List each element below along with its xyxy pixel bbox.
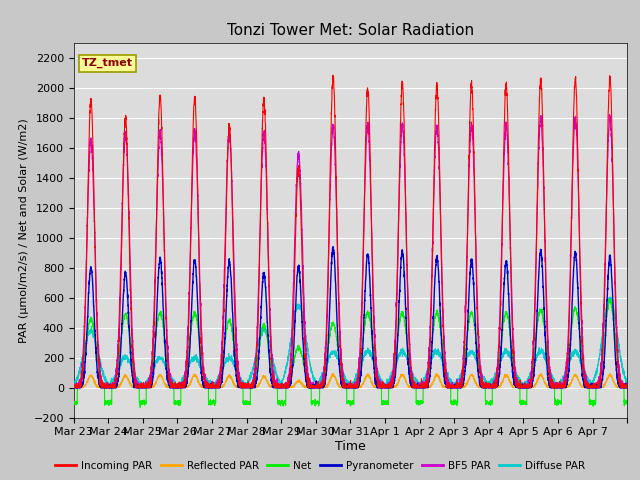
X-axis label: Time: Time <box>335 440 366 453</box>
Legend: Incoming PAR, Reflected PAR, Net, Pyranometer, BF5 PAR, Diffuse PAR: Incoming PAR, Reflected PAR, Net, Pyrano… <box>51 456 589 475</box>
Text: TZ_tmet: TZ_tmet <box>82 58 133 69</box>
Y-axis label: PAR (μmol/m2/s) / Net and Solar (W/m2): PAR (μmol/m2/s) / Net and Solar (W/m2) <box>19 118 29 343</box>
Title: Tonzi Tower Met: Solar Radiation: Tonzi Tower Met: Solar Radiation <box>227 23 474 38</box>
